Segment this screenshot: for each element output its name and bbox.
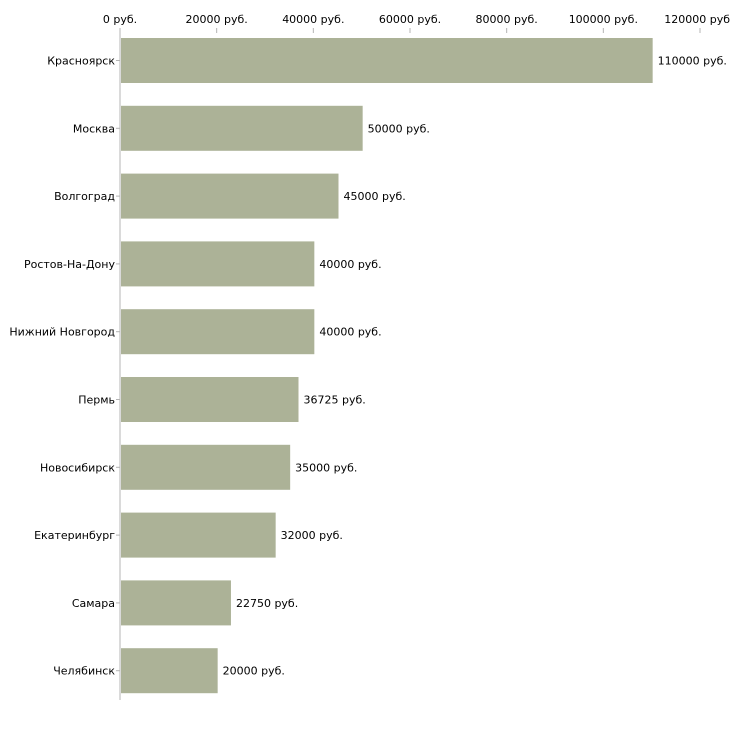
bar [121, 512, 276, 558]
category-labels: Красноярск Москва Волгоград Ростов-На-Дону Н… [9, 55, 120, 678]
category-label: Красноярск [47, 55, 115, 68]
x-tick-label: 40000 руб. [282, 13, 344, 26]
value-label: 40000 руб. [319, 326, 381, 339]
value-label: 45000 руб. [344, 190, 406, 203]
bar [121, 105, 363, 151]
category-label: Пермь [78, 394, 115, 407]
value-label: 110000 руб. [658, 55, 727, 68]
bar [121, 377, 299, 422]
x-tick-label: 80000 руб. [476, 13, 538, 26]
x-tick-label: 20000 руб. [186, 13, 248, 26]
bar [121, 241, 315, 287]
value-label: 20000 руб. [223, 665, 285, 678]
value-label: 35000 руб. [295, 461, 357, 474]
category-label: Нижний Новгород [9, 326, 115, 339]
x-tick-label: 0 руб. [103, 13, 137, 26]
bar [121, 173, 339, 219]
value-label: 50000 руб. [368, 122, 430, 135]
value-label: 32000 руб. [281, 529, 343, 542]
x-tick-label: 120000 руб [664, 13, 730, 26]
category-label: Новосибирск [40, 461, 115, 474]
x-axis-ticks: 0 руб. 20000 руб. 40000 руб. 60000 руб. 8000… [103, 13, 730, 33]
category-label: Ростов-На-Дону [24, 258, 115, 271]
category-label: Москва [73, 122, 115, 135]
bars [121, 38, 653, 694]
bar [121, 38, 653, 83]
value-label: 36725 руб. [304, 394, 366, 407]
category-label: Самара [72, 597, 115, 610]
x-tick-label: 100000 руб. [569, 13, 638, 26]
category-label: Екатеринбург [34, 529, 115, 542]
category-label: Челябинск [53, 665, 115, 678]
category-label: Волгоград [54, 190, 115, 203]
value-label: 40000 руб. [319, 258, 381, 271]
x-tick-label: 60000 руб. [379, 13, 441, 26]
bar [121, 444, 291, 490]
bar [121, 309, 315, 355]
bar [121, 580, 231, 626]
value-label: 22750 руб. [236, 597, 298, 610]
bar [121, 648, 218, 694]
value-labels: 110000 руб. 50000 руб. 45000 руб. 40000 руб… [223, 55, 727, 678]
